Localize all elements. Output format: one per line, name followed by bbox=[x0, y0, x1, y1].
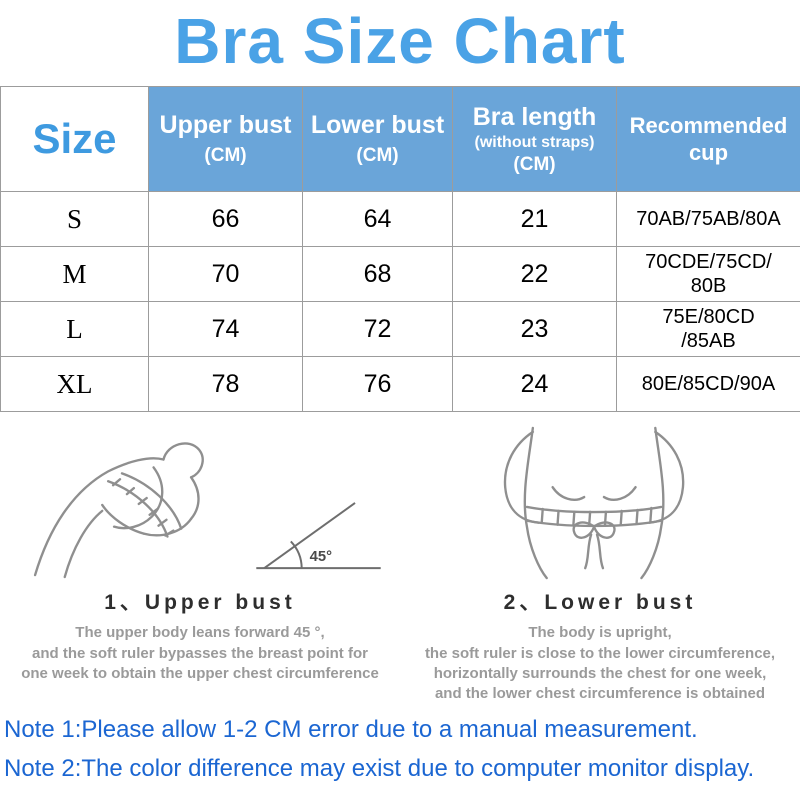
cup-value: 80E/85CD/90A bbox=[617, 357, 800, 412]
header-upper-bust: Upper bust (CM) bbox=[149, 87, 303, 192]
upper-bust-value: 66 bbox=[149, 192, 303, 247]
header-recommended-cup-label: Recommended cup bbox=[619, 112, 798, 167]
size-value: L bbox=[1, 302, 149, 357]
notes: Note 1:Please allow 1-2 CM error due to … bbox=[0, 716, 800, 783]
measuring-tape bbox=[527, 507, 661, 526]
header-recommended-cup: Recommended cup bbox=[617, 87, 800, 192]
header-upper-bust-unit: (CM) bbox=[151, 145, 300, 167]
cup-value: 70CDE/75CD/ 80B bbox=[617, 247, 800, 302]
upper-bust-title: 1、Upper bust bbox=[104, 586, 296, 616]
table-header-row: Size Upper bust (CM) Lower bust (CM) Bra… bbox=[1, 87, 800, 192]
bra-length-value: 23 bbox=[453, 302, 617, 357]
note-2: Note 2:The color difference may exist du… bbox=[4, 755, 800, 783]
tape-bow bbox=[574, 523, 615, 569]
bra-length-value: 21 bbox=[453, 192, 617, 247]
page-title: Bra Size Chart bbox=[0, 6, 800, 76]
size-value: XL bbox=[1, 357, 149, 412]
upper-bust-value: 74 bbox=[149, 302, 303, 357]
measurement-illustrations: 45° 1、Upper bust The upper body leans fo… bbox=[0, 422, 800, 704]
header-bra-length: Bra length (without straps) (CM) bbox=[453, 87, 617, 192]
bra-length-value: 24 bbox=[453, 357, 617, 412]
table-row: XL 78 76 24 80E/85CD/90A bbox=[1, 357, 800, 412]
figure-outline bbox=[35, 444, 203, 578]
header-lower-bust-label: Lower bust bbox=[305, 111, 450, 140]
header-lower-bust: Lower bust (CM) bbox=[303, 87, 453, 192]
angle-marker: 45° bbox=[256, 503, 380, 568]
header-lower-bust-unit: (CM) bbox=[305, 145, 450, 167]
page: Bra Size Chart Size Upper bust (CM) Lowe… bbox=[0, 6, 800, 783]
note-1: Note 1:Please allow 1-2 CM error due to … bbox=[4, 716, 800, 744]
lower-bust-title: 2、Lower bust bbox=[504, 586, 697, 616]
lower-bust-value: 68 bbox=[303, 247, 453, 302]
size-chart-table: Size Upper bust (CM) Lower bust (CM) Bra… bbox=[0, 86, 800, 412]
size-value: S bbox=[1, 192, 149, 247]
table-row: S 66 64 21 70AB/75AB/80A bbox=[1, 192, 800, 247]
size-value: M bbox=[1, 247, 149, 302]
lower-bust-figure: 2、Lower bust The body is upright, the so… bbox=[400, 422, 800, 704]
upper-bust-description: The upper body leans forward 45 °, and t… bbox=[21, 623, 379, 684]
cup-value: 70AB/75AB/80A bbox=[617, 192, 800, 247]
header-size-label: Size bbox=[32, 115, 116, 162]
table-row: L 74 72 23 75E/80CD /85AB bbox=[1, 302, 800, 357]
upper-bust-measurement-illustration: 45° bbox=[5, 422, 395, 580]
lower-bust-measurement-illustration bbox=[450, 422, 750, 580]
header-upper-bust-label: Upper bust bbox=[151, 111, 300, 140]
upper-bust-value: 78 bbox=[149, 357, 303, 412]
lower-bust-description: The body is upright, the soft ruler is c… bbox=[425, 623, 775, 704]
table-row: M 70 68 22 70CDE/75CD/ 80B bbox=[1, 247, 800, 302]
upper-bust-figure: 45° 1、Upper bust The upper body leans fo… bbox=[0, 422, 400, 704]
header-bra-length-label: Bra length bbox=[455, 103, 614, 132]
cup-value: 75E/80CD /85AB bbox=[617, 302, 800, 357]
header-bra-length-note: (without straps) bbox=[455, 134, 614, 152]
header-bra-length-unit: (CM) bbox=[455, 154, 614, 176]
lower-bust-value: 64 bbox=[303, 192, 453, 247]
upper-bust-value: 70 bbox=[149, 247, 303, 302]
lower-bust-value: 72 bbox=[303, 302, 453, 357]
figure-outline bbox=[505, 428, 683, 578]
header-size: Size bbox=[1, 87, 149, 192]
lower-bust-value: 76 bbox=[303, 357, 453, 412]
angle-label: 45° bbox=[310, 550, 332, 566]
bra-length-value: 22 bbox=[453, 247, 617, 302]
